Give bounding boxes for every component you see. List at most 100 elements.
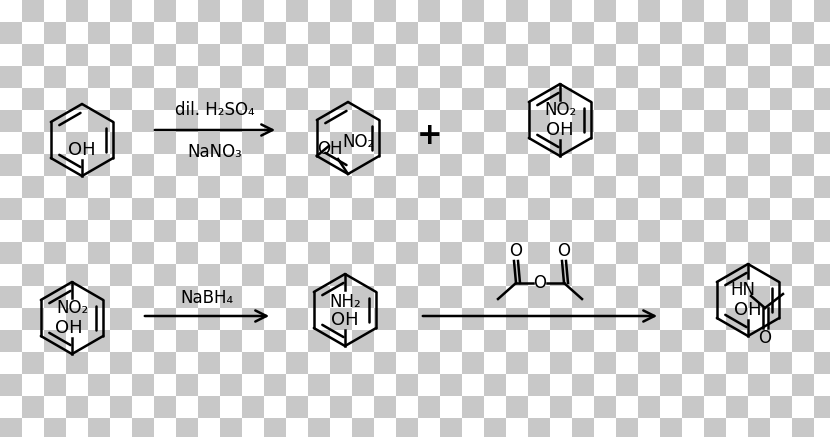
Bar [594,286,616,308]
Bar [792,198,814,220]
Bar [264,44,286,66]
Bar [814,242,830,264]
Bar [726,176,748,198]
Bar [132,264,154,286]
Bar [660,308,682,330]
Bar [88,22,110,44]
Bar [264,374,286,396]
Bar [462,66,484,88]
Bar [264,66,286,88]
Bar [242,132,264,154]
Bar [550,418,572,437]
Bar [506,308,528,330]
Bar [704,132,726,154]
Bar [220,110,242,132]
Bar [682,176,704,198]
Bar [0,154,22,176]
Bar [44,286,66,308]
Bar [792,418,814,437]
Bar [66,154,88,176]
Bar [572,264,594,286]
Bar [704,198,726,220]
Bar [594,330,616,352]
Bar [814,0,830,22]
Bar [176,242,198,264]
Bar [748,66,770,88]
Bar [176,176,198,198]
Bar [220,176,242,198]
Bar [660,66,682,88]
Bar [418,418,440,437]
Bar [682,154,704,176]
Bar [242,264,264,286]
Bar [352,308,374,330]
Bar [616,396,638,418]
Bar [330,418,352,437]
Bar [176,88,198,110]
Bar [132,308,154,330]
Bar [484,374,506,396]
Bar [704,418,726,437]
Bar [704,44,726,66]
Bar [22,88,44,110]
Bar [154,198,176,220]
Bar [0,110,22,132]
Bar [506,374,528,396]
Bar [242,286,264,308]
Bar [352,110,374,132]
Bar [264,286,286,308]
Bar [528,396,550,418]
Bar [726,418,748,437]
Bar [594,22,616,44]
Bar [286,0,308,22]
Bar [154,330,176,352]
Bar [638,154,660,176]
Bar [638,374,660,396]
Bar [22,132,44,154]
Text: OH: OH [317,140,343,158]
Bar [110,220,132,242]
Bar [550,308,572,330]
Bar [396,396,418,418]
Bar [0,418,22,437]
Bar [154,286,176,308]
Bar [792,396,814,418]
Text: O: O [558,242,570,260]
Bar [264,418,286,437]
Bar [396,66,418,88]
Bar [506,286,528,308]
Bar [770,176,792,198]
Bar [22,330,44,352]
Bar [726,132,748,154]
Bar [176,44,198,66]
Bar [132,396,154,418]
Bar [748,44,770,66]
Bar [154,176,176,198]
Bar [528,198,550,220]
Bar [66,242,88,264]
Bar [110,110,132,132]
Bar [616,308,638,330]
Bar [242,66,264,88]
Bar [220,264,242,286]
Bar [44,264,66,286]
Bar [396,352,418,374]
Bar [396,330,418,352]
Bar [572,418,594,437]
Bar [484,418,506,437]
Bar [440,110,462,132]
Bar [550,22,572,44]
Bar [242,22,264,44]
Bar [484,154,506,176]
Bar [770,396,792,418]
Bar [440,396,462,418]
Bar [88,44,110,66]
Bar [440,264,462,286]
Bar [286,22,308,44]
Bar [396,220,418,242]
Bar [638,44,660,66]
Bar [770,418,792,437]
Bar [484,0,506,22]
Bar [594,242,616,264]
Bar [660,198,682,220]
